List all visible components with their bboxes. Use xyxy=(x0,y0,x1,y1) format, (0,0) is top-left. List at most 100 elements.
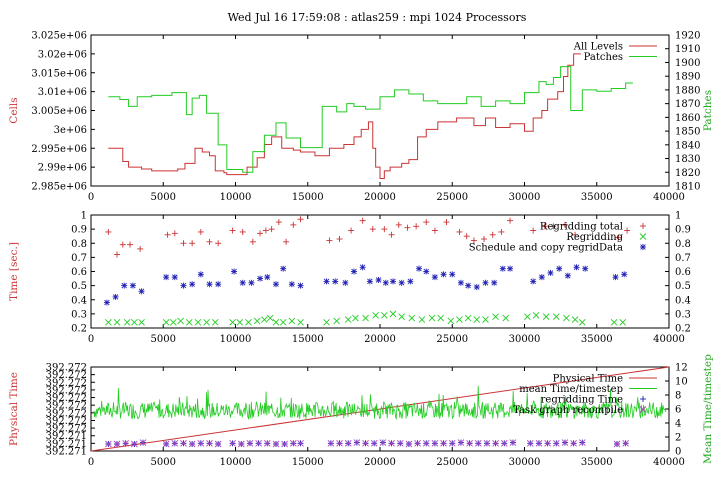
cross-point xyxy=(215,281,221,287)
cross-point xyxy=(211,319,219,326)
cross-point xyxy=(449,271,455,278)
cross-point xyxy=(530,278,536,285)
x-tick-label: 40000 xyxy=(653,334,685,345)
cross-point xyxy=(622,439,629,447)
y2-tick-label: 10 xyxy=(675,377,688,388)
cross-point xyxy=(105,319,112,326)
y-tick-label: 392.272 xyxy=(46,424,87,435)
y-tick-label: 392.272 xyxy=(46,378,87,389)
cross-point xyxy=(561,439,569,446)
y2-tick-label: 0.5 xyxy=(675,281,691,292)
cross-point xyxy=(194,319,202,326)
cross-point xyxy=(344,439,352,447)
cross-point xyxy=(138,319,145,326)
cross-point xyxy=(466,439,473,447)
cross-point xyxy=(264,274,271,280)
y2-tick-label: 0.7 xyxy=(675,253,691,264)
cross-point xyxy=(416,265,422,272)
y-tick-label: 3.02e+06 xyxy=(38,49,87,60)
y-tick-label: 3.025e+06 xyxy=(31,31,87,42)
cross-point xyxy=(288,317,296,325)
x-tick-label: 40000 xyxy=(653,457,685,468)
cross-point xyxy=(188,440,196,448)
cross-point xyxy=(407,278,414,285)
cross-point xyxy=(273,281,279,287)
cross-point xyxy=(229,319,236,326)
cross-point xyxy=(491,280,497,286)
cross-point xyxy=(383,280,389,286)
x-tick-label: 20000 xyxy=(364,192,396,203)
cross-point xyxy=(639,406,647,413)
cross-point xyxy=(613,440,621,448)
y2-tick-label: 1820 xyxy=(675,168,700,179)
legend-label: All Levels xyxy=(573,42,623,53)
cross-point xyxy=(447,317,455,325)
cross-point xyxy=(255,439,262,447)
series-line xyxy=(93,385,667,421)
x-tick-label: 15000 xyxy=(292,192,324,203)
y-tick-label: 392.271 xyxy=(46,439,87,450)
cross-point xyxy=(448,439,456,447)
y2-tick-label: 1840 xyxy=(675,140,700,151)
cross-point xyxy=(414,439,421,447)
y2-tick-label: 1880 xyxy=(675,85,700,96)
cross-point xyxy=(323,319,330,326)
y2-tick-label: 1830 xyxy=(675,154,700,165)
cross-point xyxy=(245,319,252,326)
y-tick-label: 0.2 xyxy=(71,324,87,335)
cross-point xyxy=(112,294,119,300)
y2-tick-label: 1920 xyxy=(675,31,700,42)
y-tick-label: 392.272 xyxy=(46,393,87,404)
cross-point xyxy=(362,439,369,447)
cross-point xyxy=(344,316,352,323)
cross-point xyxy=(171,439,179,447)
cross-point xyxy=(389,310,397,318)
legend-label: Schedule and copy regridData xyxy=(469,243,623,254)
legend-label: Physical Time xyxy=(553,374,623,385)
y2-tick-label: 0.8 xyxy=(675,239,691,250)
y-tick-label: 3e+06 xyxy=(54,125,87,136)
x-tick-label: 5000 xyxy=(151,334,176,345)
y-tick-label: 0.3 xyxy=(71,309,87,320)
cross-point xyxy=(482,280,489,286)
cross-point xyxy=(170,319,177,326)
cross-point xyxy=(465,282,471,289)
cross-point xyxy=(405,440,413,448)
cross-point xyxy=(552,439,560,447)
y-axis-label: Cells xyxy=(8,97,20,123)
cross-point xyxy=(492,439,499,447)
y-tick-label: 1 xyxy=(81,211,87,222)
y-tick-label: 0.6 xyxy=(71,267,87,278)
cross-point xyxy=(367,278,373,285)
cross-point xyxy=(428,314,436,322)
cross-point xyxy=(162,440,170,448)
cross-point xyxy=(375,277,382,283)
x-tick-label: 5000 xyxy=(151,192,176,203)
cross-point xyxy=(571,316,579,323)
cross-point xyxy=(203,319,210,326)
y2-tick-label: 1900 xyxy=(675,58,700,69)
y-tick-label: 0.5 xyxy=(71,281,87,292)
cross-point xyxy=(279,319,287,326)
cross-point xyxy=(121,282,127,289)
cross-point xyxy=(544,439,551,447)
cross-point xyxy=(352,314,359,322)
cross-point xyxy=(162,319,170,326)
cross-point xyxy=(502,314,510,322)
cross-point xyxy=(464,314,472,322)
y2-tick-label: 12 xyxy=(675,363,688,374)
series-line xyxy=(90,366,670,452)
x-tick-label: 0 xyxy=(88,334,94,345)
cross-point xyxy=(639,233,647,240)
cross-point xyxy=(474,284,480,290)
y2-tick-label: 1860 xyxy=(675,113,700,124)
cross-point xyxy=(422,439,430,447)
cross-point xyxy=(177,317,184,325)
cross-point xyxy=(206,439,213,447)
x-tick-label: 15000 xyxy=(292,334,324,345)
legend-label: Task graph recompile xyxy=(513,405,623,416)
x-tick-label: 30000 xyxy=(509,457,541,468)
cross-point xyxy=(198,271,204,278)
cross-point xyxy=(236,319,244,326)
